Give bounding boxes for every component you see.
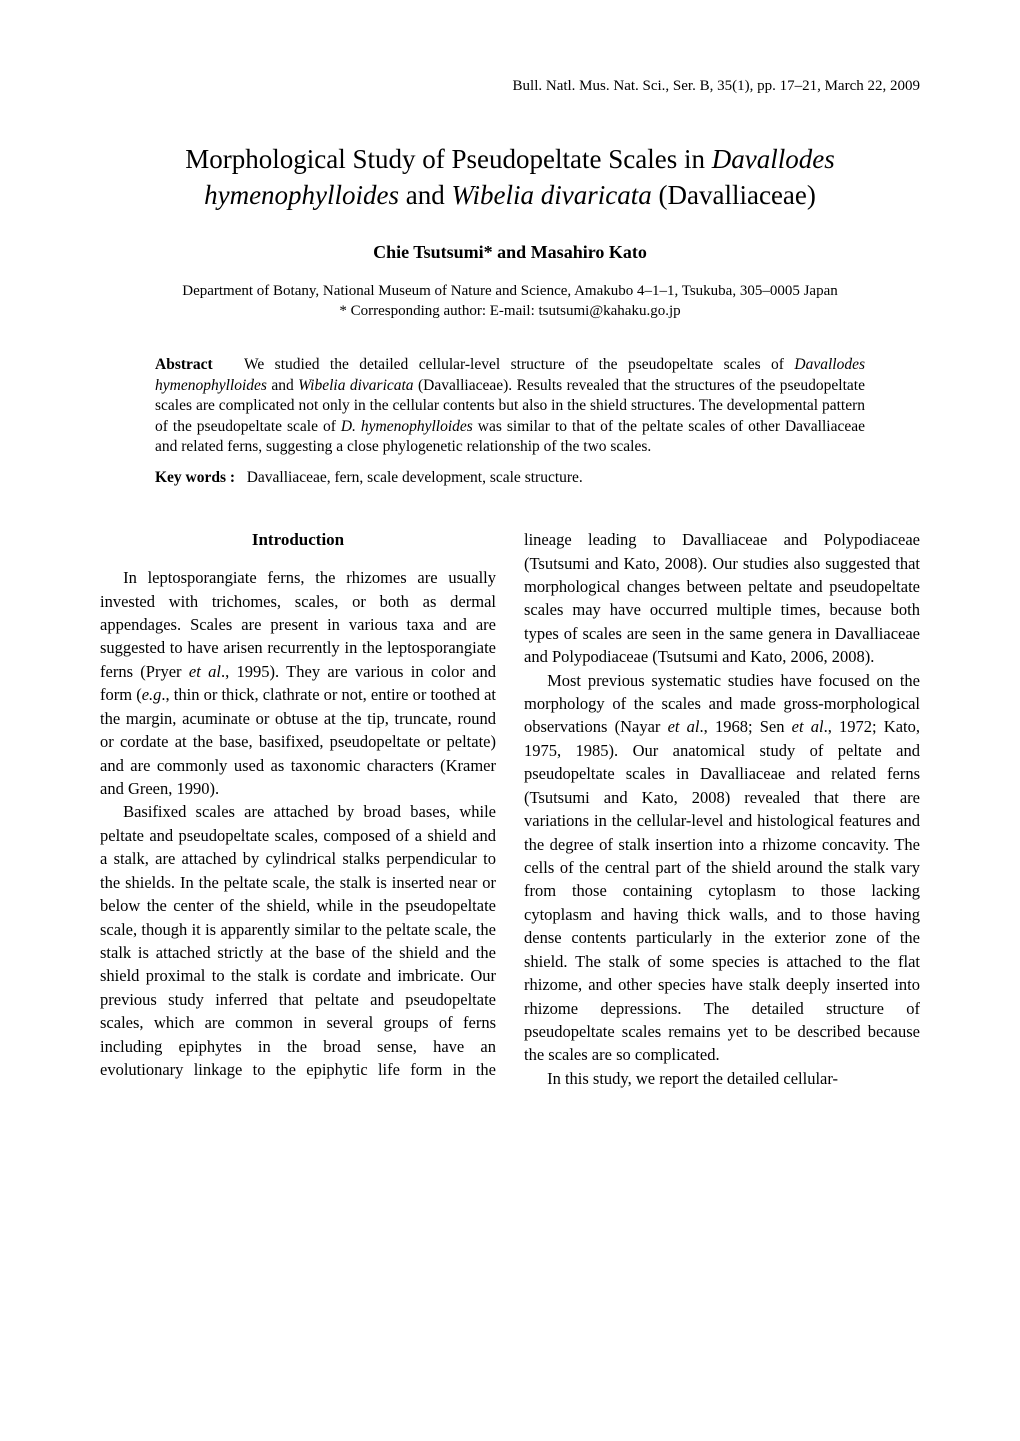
- title-text-2: and: [399, 180, 451, 210]
- abstract-text-1: We studied the detailed cellular-level s…: [244, 356, 794, 373]
- affiliation-line-2: * Corresponding author: E-mail: tsutsumi…: [339, 303, 680, 319]
- abstract-species-3: D. hymenophylloides: [341, 418, 473, 435]
- abstract: Abstract We studied the detailed cellula…: [155, 355, 865, 457]
- p3-ital-1: et al: [668, 717, 700, 736]
- journal-header: Bull. Natl. Mus. Nat. Sci., Ser. B, 35(1…: [100, 78, 920, 95]
- article-title: Morphological Study of Pseudopeltate Sca…: [100, 141, 920, 214]
- keywords-text: Davalliaceae, fern, scale development, s…: [247, 469, 583, 486]
- p3-text-b: ., 1968; Sen: [700, 717, 792, 736]
- keywords: Key words : Davalliaceae, fern, scale de…: [155, 468, 865, 488]
- abstract-text-2: and: [267, 377, 298, 394]
- title-text-1: Morphological Study of Pseudopeltate Sca…: [185, 144, 711, 174]
- introduction-heading: Introduction: [100, 528, 496, 552]
- body-columns: Introduction In leptosporangiate ferns, …: [100, 528, 920, 1090]
- abstract-label: Abstract: [155, 356, 213, 373]
- abstract-species-2: Wibelia divaricata: [298, 377, 413, 394]
- title-text-3: (Davalliaceae): [652, 180, 816, 210]
- authors: Chie Tsutsumi* and Masahiro Kato: [100, 242, 920, 263]
- affiliation-line-1: Department of Botany, National Museum of…: [182, 283, 837, 299]
- affiliation: Department of Botany, National Museum of…: [100, 281, 920, 322]
- p1-ital-2: e.g: [142, 685, 162, 704]
- title-species-2: Wibelia divaricata: [452, 180, 652, 210]
- p3-text-c: ., 1972; Kato, 1975, 1985). Our anatomic…: [524, 717, 920, 1064]
- paragraph-4: In this study, we report the detailed ce…: [524, 1067, 920, 1090]
- keywords-label: Key words :: [155, 469, 235, 486]
- paragraph-1: In leptosporangiate ferns, the rhizomes …: [100, 566, 496, 800]
- p3-ital-2: et al: [792, 717, 824, 736]
- p1-ital-1: et al: [189, 662, 221, 681]
- paragraph-3: Most previous systematic studies have fo…: [524, 669, 920, 1067]
